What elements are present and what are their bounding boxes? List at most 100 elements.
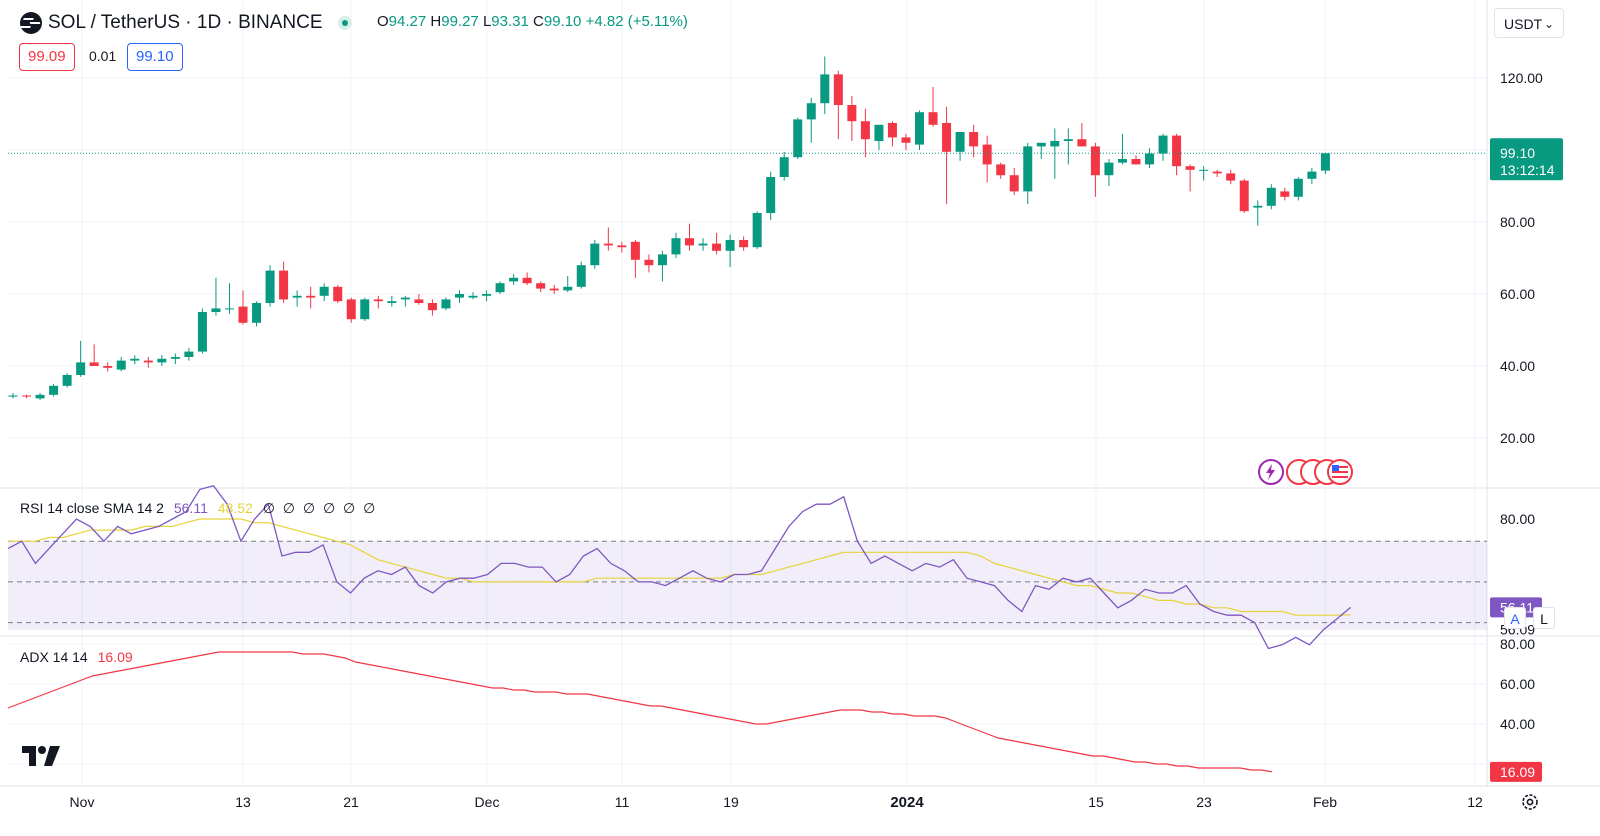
candle-body: [1023, 146, 1033, 192]
time-tick-label: 12: [1467, 794, 1483, 810]
candle-body: [482, 294, 492, 296]
adx-tag-value: 16.09: [1500, 764, 1535, 780]
candle-body: [427, 303, 437, 311]
candle-body: [752, 213, 762, 248]
candle-body: [1199, 169, 1209, 171]
candle-body: [319, 286, 329, 296]
candle-body: [211, 308, 221, 312]
candle-body: [441, 299, 451, 309]
live-status-icon: [338, 16, 352, 30]
rsi-title: RSI 14 close SMA 14 2: [20, 500, 164, 516]
events-strip[interactable]: [1257, 458, 1357, 486]
candle-body: [563, 286, 573, 291]
open-value: 94.27: [388, 13, 427, 30]
candle-body: [1239, 180, 1249, 212]
time-tick-label: 23: [1196, 794, 1212, 810]
candle-body: [238, 306, 248, 323]
candle-body: [1280, 191, 1290, 197]
rsi-empty-values: ∅ ∅ ∅ ∅ ∅ ∅: [262, 500, 378, 516]
symbol-title[interactable]: SOL / TetherUS · 1D · BINANCE: [48, 12, 323, 33]
candle-body: [698, 243, 708, 246]
candle-body: [116, 360, 126, 370]
candle-body: [1158, 135, 1168, 154]
chevron-down-icon: ⌄: [1543, 17, 1554, 31]
candle-body: [630, 241, 640, 260]
auto-scale-button[interactable]: A: [1504, 607, 1526, 629]
rsi-value: 56.11: [173, 500, 208, 516]
gear-icon[interactable]: [1520, 792, 1540, 812]
time-tick-label: 15: [1088, 794, 1104, 810]
candle-body: [1050, 141, 1060, 147]
rsi-plot: [7, 484, 1487, 650]
candle-body: [522, 277, 532, 284]
change-value: +4.82 (+5.11%): [585, 13, 688, 30]
candle-body: [833, 74, 843, 105]
time-tick-label: 19: [723, 794, 739, 810]
candle-body: [590, 243, 600, 266]
rsi-tick-label: 80.00: [1500, 511, 1535, 527]
candle-body: [1185, 166, 1195, 170]
candle-body: [982, 144, 992, 165]
candle-body: [576, 265, 586, 287]
candle-body: [874, 124, 884, 141]
rsi-legend[interactable]: RSI 14 close SMA 14 2 56.11 48.52 ∅ ∅ ∅ …: [20, 500, 377, 517]
price-tick-label: 20.00: [1500, 430, 1535, 446]
currency-label: USDT: [1504, 16, 1543, 32]
candle-body: [224, 308, 234, 310]
candle-body: [130, 358, 140, 361]
candle-body: [928, 112, 938, 125]
candle-body: [1090, 146, 1100, 176]
candle-body: [495, 283, 505, 293]
candle-body: [360, 299, 370, 320]
time-tick-label: Dec: [475, 794, 500, 810]
price-tick-label: 60.00: [1500, 286, 1535, 302]
candle-body: [996, 164, 1006, 176]
time-tick-label: Feb: [1313, 794, 1337, 810]
candle-body: [76, 362, 86, 375]
rsi-band: [8, 541, 1487, 630]
candle-body: [1009, 175, 1019, 192]
candle-body: [143, 360, 153, 363]
candle-body: [62, 375, 72, 386]
rsi-sma-value: 48.52: [217, 500, 253, 516]
candle-body: [1266, 187, 1276, 206]
time-tick-label: 13: [235, 794, 251, 810]
high-label: H: [430, 13, 442, 30]
close-value: 99.10: [543, 13, 582, 30]
candle-body: [89, 362, 99, 366]
solana-logo-icon: [20, 12, 42, 34]
candle-body: [901, 137, 911, 143]
log-scale-button[interactable]: L: [1533, 607, 1555, 629]
adx-legend[interactable]: ADX 14 14 16.09: [20, 649, 133, 665]
candle-body: [766, 177, 776, 213]
candle-body: [847, 105, 857, 122]
candle-body: [617, 245, 627, 248]
candle-body: [860, 121, 870, 140]
candle-body: [333, 286, 343, 302]
adx-title: ADX 14 14: [20, 649, 88, 665]
candle-body: [1131, 159, 1141, 165]
candle-body: [454, 294, 464, 298]
grid-lines: [0, 0, 1600, 787]
candle-body: [1145, 153, 1155, 165]
close-label: C: [533, 13, 544, 30]
time-tick-label: Nov: [70, 794, 95, 810]
ohlc-legend: O94.27 H99.27 L93.31 C99.10 +4.82 (+5.11…: [377, 13, 688, 30]
candle-body: [712, 243, 722, 251]
candle-body: [103, 366, 113, 368]
tradingview-logo-icon[interactable]: [22, 746, 62, 768]
candle-body: [35, 394, 45, 399]
candle-body: [1117, 159, 1127, 163]
lightning-event-icon[interactable]: [1258, 459, 1284, 485]
candle-body: [1293, 178, 1303, 197]
candle-body: [49, 385, 59, 395]
candle-body: [603, 243, 613, 246]
currency-selector[interactable]: USDT ⌄: [1494, 8, 1564, 38]
buy-price-button[interactable]: 99.10: [127, 43, 183, 71]
candle-body: [509, 277, 519, 282]
sell-price-button[interactable]: 99.09: [19, 43, 75, 71]
us-flag-icon[interactable]: [1286, 459, 1353, 485]
time-tick-label: 21: [343, 794, 359, 810]
candle-body: [1226, 173, 1236, 181]
